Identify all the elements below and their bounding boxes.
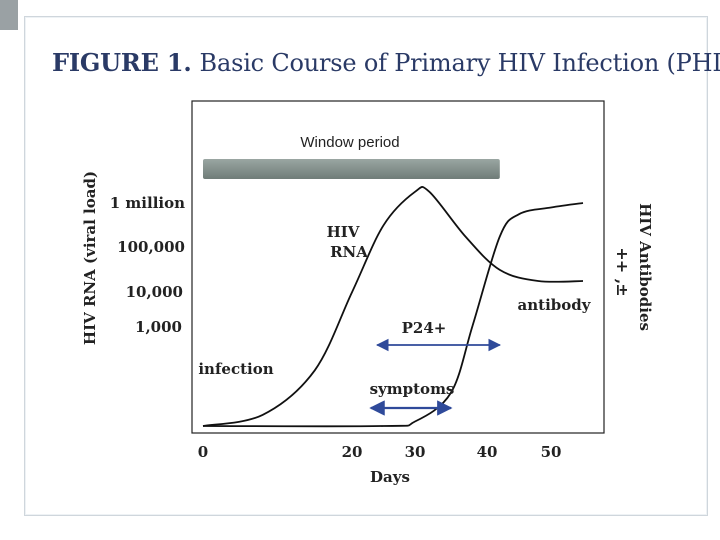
window-period-bar xyxy=(203,159,500,179)
y2-marker-3: ± xyxy=(613,283,632,296)
y-tick-label-1m: 1 million xyxy=(110,194,185,212)
x-tick-label-50: 50 xyxy=(541,443,562,461)
x-tick-label-40: 40 xyxy=(477,443,498,461)
y2-marker-1: + xyxy=(613,247,632,260)
figure-title: FIGURE 1. Basic Course of Primary HIV Inf… xyxy=(52,48,720,77)
p24-label: P24+ xyxy=(402,319,447,337)
y-tick-label-100k: 100,000 xyxy=(117,238,185,256)
antibody-label: antibody xyxy=(518,296,592,314)
figure-label: FIGURE 1. xyxy=(52,48,192,77)
series-line-hiv-rna xyxy=(202,186,584,427)
x-tick-label-30: 30 xyxy=(405,443,426,461)
figure-title-text: Basic Course of Primary HIV Infection (P… xyxy=(199,49,720,77)
symptoms-label: symptoms xyxy=(370,380,455,398)
y-tick-label-10k: 10,000 xyxy=(126,283,183,301)
y2-axis-title: HIV Antibodies xyxy=(636,203,654,331)
hiv-rna-label-line1: HIV xyxy=(327,223,360,241)
x-axis-title: Days xyxy=(370,468,410,486)
infection-label: infection xyxy=(198,360,273,378)
hiv-rna-label-line2: RNA xyxy=(330,243,368,261)
x-tick-label-20: 20 xyxy=(342,443,363,461)
plot-frame xyxy=(191,100,605,434)
x-tick-label-0: 0 xyxy=(198,443,208,461)
y-axis-title: HIV RNA (viral load) xyxy=(81,171,99,345)
y-tick-label-1k: 1,000 xyxy=(135,318,182,336)
y2-marker-2: + , xyxy=(613,260,632,285)
window-period-label: Window period xyxy=(300,134,399,151)
corner-tab xyxy=(0,0,18,30)
series-line-antibody xyxy=(202,202,584,428)
